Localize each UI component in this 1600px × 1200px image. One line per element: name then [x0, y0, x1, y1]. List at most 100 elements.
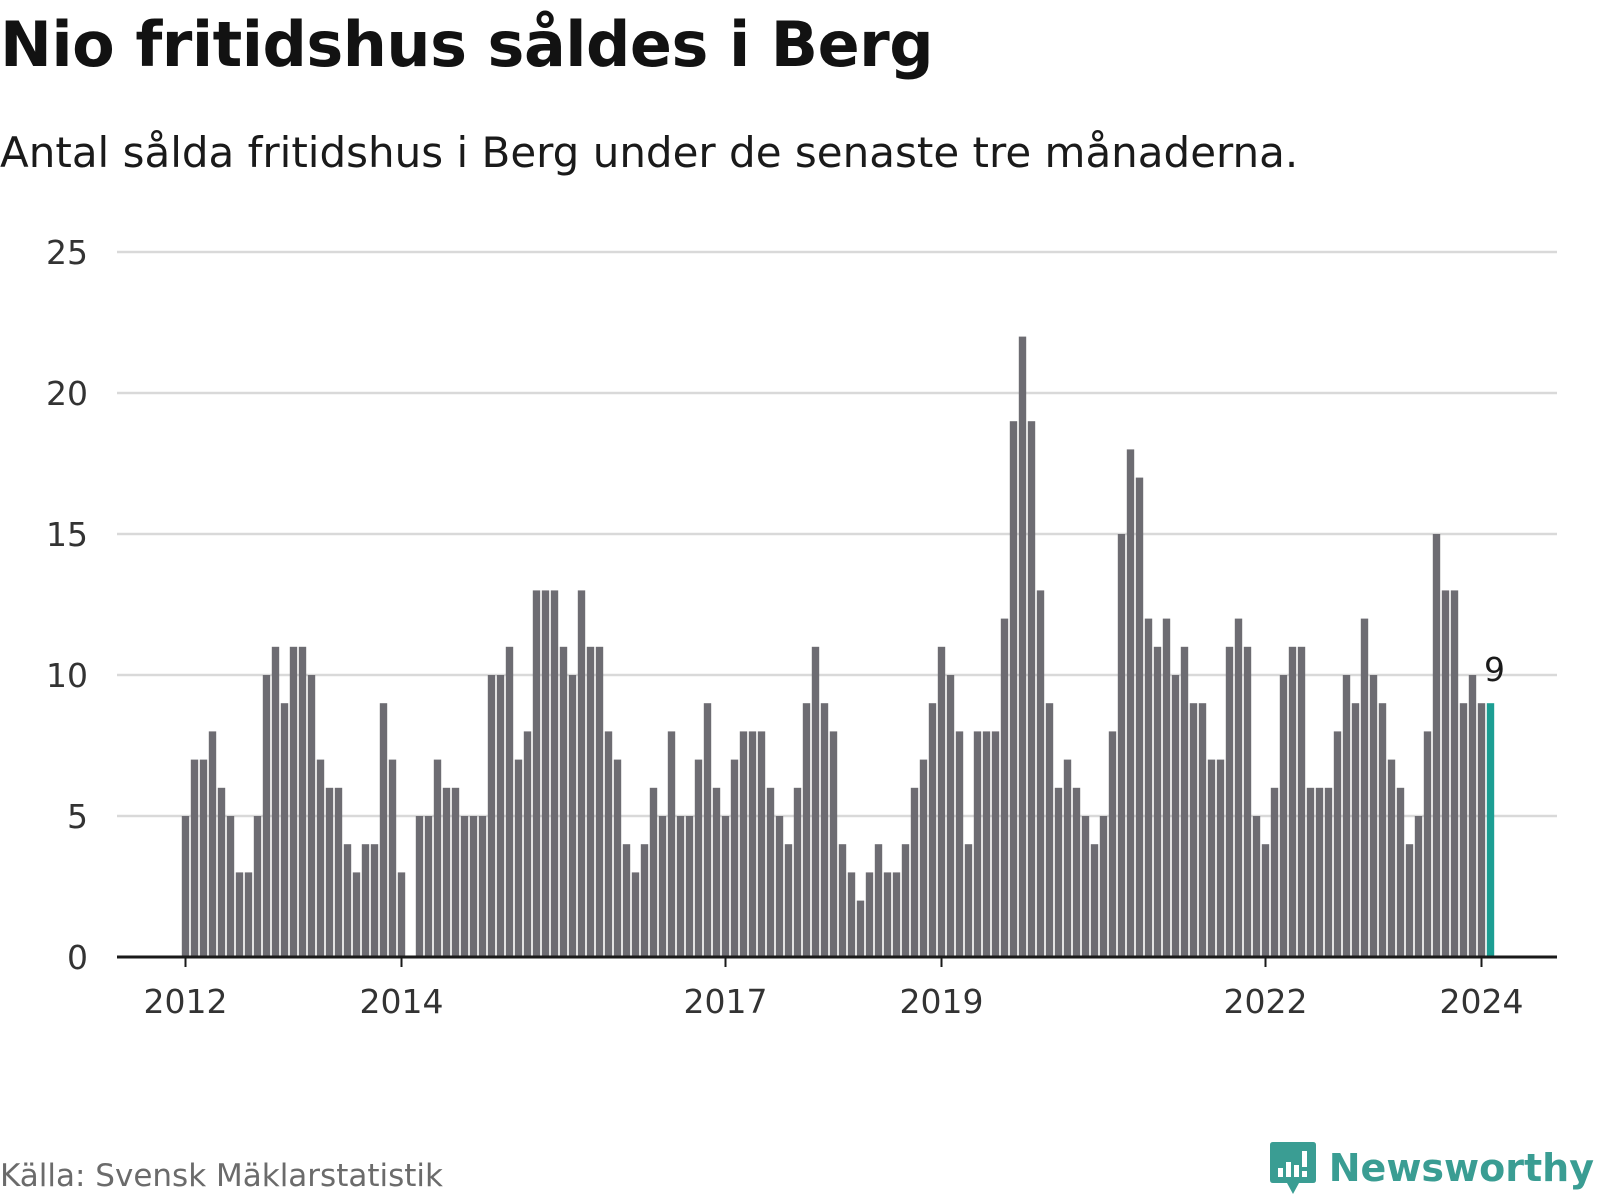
bar: [1477, 703, 1486, 957]
bar: [658, 816, 667, 957]
bar: [703, 703, 712, 957]
bar: [973, 731, 982, 957]
bar: [964, 844, 973, 957]
bar: [577, 590, 586, 957]
bar: [262, 675, 271, 957]
bar: [433, 759, 442, 957]
bar-latest: [1486, 703, 1495, 957]
bar: [469, 816, 478, 957]
bar: [766, 787, 775, 957]
bar: [307, 675, 316, 957]
bar: [1027, 421, 1036, 957]
bar: [883, 872, 892, 957]
bar: [325, 787, 334, 957]
bar: [487, 675, 496, 957]
y-tick-label: 5: [67, 797, 88, 836]
bar: [370, 844, 379, 957]
bar: [694, 759, 703, 957]
bar: [568, 675, 577, 957]
bar: [1063, 759, 1072, 957]
bar: [1108, 731, 1117, 957]
bar: [280, 703, 289, 957]
bar: [892, 872, 901, 957]
bar: [1441, 590, 1450, 957]
bar: [1000, 618, 1009, 957]
bar: [523, 731, 532, 957]
bar: [1387, 759, 1396, 957]
bar: [793, 787, 802, 957]
bar: [343, 844, 352, 957]
x-tick-label: 2017: [684, 982, 768, 1021]
bar-chart: 0 5 10 15 20 25 2012 2014 2017 2019 2022 2024 9: [46, 233, 1557, 1021]
source-note: Källa: Svensk Mäklarstatistik: [0, 1158, 443, 1194]
bar: [379, 703, 388, 957]
bar: [1369, 675, 1378, 957]
bar: [289, 646, 298, 957]
bar: [991, 731, 1000, 957]
bar: [253, 816, 262, 957]
bar: [1243, 646, 1252, 957]
bar: [1279, 675, 1288, 957]
bar: [784, 844, 793, 957]
bar: [631, 872, 640, 957]
latest-value-label: 9: [1484, 650, 1505, 689]
bar: [1090, 844, 1099, 957]
bar: [217, 787, 226, 957]
x-tick-label: 2022: [1224, 982, 1308, 1021]
bar: [397, 872, 406, 957]
bar: [874, 844, 883, 957]
chart-subtitle: Antal sålda fritidshus i Berg under de s…: [0, 128, 1299, 177]
bar: [361, 844, 370, 957]
bar: [1234, 618, 1243, 957]
bar: [1297, 646, 1306, 957]
bar: [1144, 618, 1153, 957]
newsworthy-logo-icon: [1269, 1142, 1316, 1194]
bar: [937, 646, 946, 957]
bar: [316, 759, 325, 957]
bar: [775, 816, 784, 957]
bar: [550, 590, 559, 957]
x-tick-label: 2019: [900, 982, 984, 1021]
bar: [1423, 731, 1432, 957]
bar: [1396, 787, 1405, 957]
bar: [541, 590, 550, 957]
bar: [1171, 675, 1180, 957]
bar: [955, 731, 964, 957]
bar: [460, 816, 469, 957]
bar: [910, 787, 919, 957]
bar: [388, 759, 397, 957]
bar: [1351, 703, 1360, 957]
bar: [244, 872, 253, 957]
bar: [856, 900, 865, 957]
bar: [1054, 787, 1063, 957]
bar: [595, 646, 604, 957]
bar: [1432, 534, 1441, 957]
bar: [739, 731, 748, 957]
x-tick-label: 2014: [360, 982, 444, 1021]
bar: [1405, 844, 1414, 957]
bar: [1225, 646, 1234, 957]
bar: [847, 872, 856, 957]
bar: [721, 816, 730, 957]
bar: [712, 787, 721, 957]
bar: [919, 759, 928, 957]
bar: [1216, 759, 1225, 957]
bar: [586, 646, 595, 957]
bar: [838, 844, 847, 957]
bar: [1468, 675, 1477, 957]
bar: [748, 731, 757, 957]
bar: [1360, 618, 1369, 957]
bar: [820, 703, 829, 957]
bar: [1099, 816, 1108, 957]
bar: [811, 646, 820, 957]
bar: [1261, 844, 1270, 957]
bars: [181, 336, 1495, 958]
bar: [1252, 816, 1261, 957]
x-tick-label: 2012: [144, 982, 228, 1021]
y-tick-label: 25: [46, 233, 88, 272]
bar: [649, 787, 658, 957]
bar: [235, 872, 244, 957]
bar: [199, 759, 208, 957]
bar: [1288, 646, 1297, 957]
bar: [478, 816, 487, 957]
